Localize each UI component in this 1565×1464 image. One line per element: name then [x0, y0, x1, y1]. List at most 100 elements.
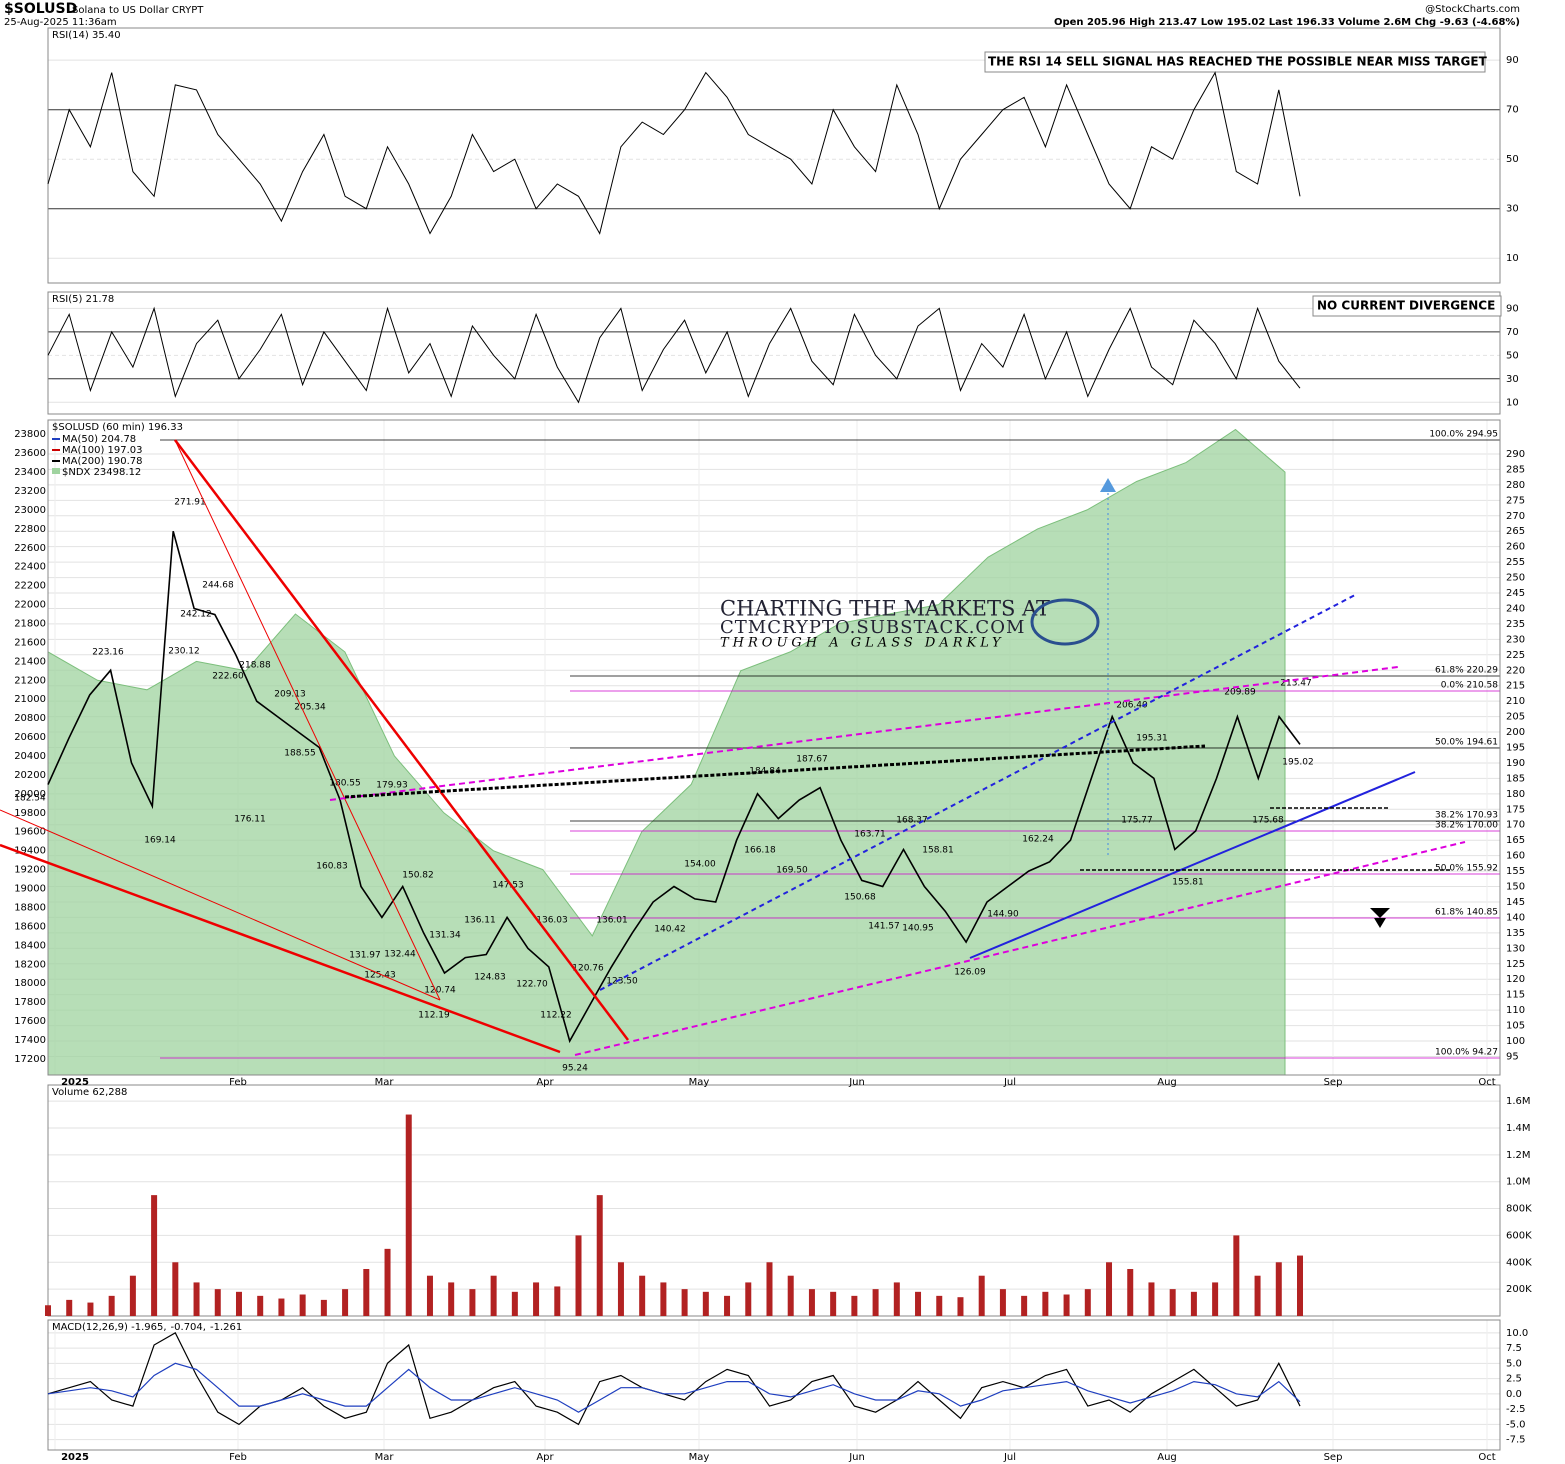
bar [129, 1275, 136, 1316]
y2-tick-label: 19200 [14, 865, 46, 876]
price-label: 242.12 [180, 610, 212, 620]
y-tick-label: 800K [1506, 1204, 1532, 1215]
bar [724, 1295, 731, 1316]
price-label: 131.34 [429, 931, 461, 941]
y-tick-label: 50 [1506, 350, 1519, 361]
bar [617, 1262, 624, 1316]
x-tick-label: May [689, 1077, 710, 1088]
trendline [0, 843, 561, 1054]
y2-tick-label: 22600 [14, 543, 46, 554]
watermark: THROUGH A GLASS DARKLY [720, 636, 1005, 651]
bar [1084, 1289, 1091, 1316]
line [47, 1331, 1301, 1426]
legend-label: MA(100) 197.03 [62, 445, 143, 456]
y2-tick-label: 20800 [14, 713, 46, 724]
x-tick-label: Feb [229, 1077, 247, 1088]
y-tick-label: 240 [1506, 603, 1525, 614]
price-label: 169.14 [144, 836, 176, 846]
note-box [1312, 295, 1502, 317]
fib-label: 100.0% 294.95 [1429, 430, 1498, 440]
y-tick-label: 280 [1506, 480, 1525, 491]
bar [320, 1299, 327, 1316]
price-label: 150.82 [402, 871, 434, 881]
price-label: 179.93 [376, 781, 408, 791]
price-label: 158.81 [922, 846, 954, 856]
price-label: 144.90 [987, 910, 1019, 920]
y-tick-label: 2.5 [1506, 1374, 1522, 1385]
y2-tick-label: 22800 [14, 524, 46, 535]
watermark: CHARTING THE MARKETS AT [720, 597, 1050, 621]
y-tick-label: 150 [1506, 882, 1525, 893]
arrow [1100, 478, 1116, 492]
panel-title: $SOLUSD (60 min) 196.33 [52, 422, 183, 433]
bar [448, 1282, 455, 1316]
price-label: 182.54 [14, 794, 46, 804]
bar [87, 1302, 94, 1316]
bar [915, 1291, 922, 1316]
price-label: 244.68 [202, 581, 234, 591]
y-tick-label: 1.2M [1506, 1150, 1531, 1161]
price-label: 223.16 [92, 648, 124, 658]
bar [257, 1295, 264, 1316]
bar [1169, 1289, 1176, 1316]
price-label: 160.83 [316, 862, 348, 872]
logo [1030, 598, 1100, 646]
fib-label: 0.0% 210.58 [1441, 681, 1498, 691]
bar [1212, 1282, 1219, 1316]
fib-label: 50.0% 194.61 [1435, 738, 1498, 748]
x-tick-label: Mar [375, 1077, 395, 1088]
y2-tick-label: 18400 [14, 940, 46, 951]
price-label: 176.11 [234, 815, 266, 825]
line [47, 71, 1301, 235]
legend-label: MA(200) 190.78 [62, 456, 143, 467]
bar [596, 1195, 603, 1316]
y-tick-label: 115 [1506, 990, 1525, 1001]
line [47, 1362, 1301, 1413]
y-tick-label: 400K [1506, 1257, 1532, 1268]
y-tick-label: 245 [1506, 588, 1525, 599]
y-tick-label: 600K [1506, 1230, 1532, 1241]
bar [490, 1275, 497, 1316]
x-tick-label: Feb [229, 1452, 247, 1463]
panel-title: -1.261 [210, 1322, 242, 1333]
bar [830, 1291, 837, 1316]
price-label: 218.88 [239, 661, 271, 671]
y2-tick-label: 18800 [14, 902, 46, 913]
panel-title: RSI(5) 21.78 [52, 294, 114, 305]
panel-title: -0.704, [171, 1322, 206, 1333]
y-tick-label: 200K [1506, 1284, 1532, 1295]
bar [172, 1262, 179, 1316]
price-label: 206.40 [1116, 701, 1148, 711]
price-label: 112.22 [540, 1011, 572, 1021]
fib-label: 61.8% 140.85 [1435, 908, 1498, 918]
y-tick-label: 70 [1506, 327, 1519, 338]
y-tick-label: 285 [1506, 464, 1525, 475]
y-tick-label: 0.0 [1506, 1389, 1522, 1400]
line [47, 306, 1301, 404]
y-tick-label: 190 [1506, 758, 1525, 769]
price-label: 209.89 [1224, 688, 1256, 698]
y-tick-label: 235 [1506, 619, 1525, 630]
y-tick-label: 1.4M [1506, 1123, 1531, 1134]
y-tick-label: 10 [1506, 397, 1519, 408]
bar [45, 1305, 51, 1316]
bar [660, 1282, 667, 1316]
y2-tick-label: 19800 [14, 808, 46, 819]
layer-base [47, 59, 1500, 1450]
bar [1106, 1262, 1113, 1316]
bar [1063, 1294, 1070, 1316]
y-tick-label: 230 [1506, 634, 1525, 645]
y-tick-label: 165 [1506, 835, 1525, 846]
trendline [344, 744, 1206, 799]
price-label: 175.77 [1121, 816, 1153, 826]
bar [1233, 1235, 1240, 1316]
price-label: 123.50 [606, 977, 638, 987]
x-tick-label: 2025 [61, 1077, 89, 1088]
trendline [174, 439, 629, 1041]
bar [426, 1275, 433, 1316]
y2-tick-label: 23800 [14, 429, 46, 440]
price-label: 150.68 [844, 893, 876, 903]
symbol: $SOLUSD [4, 1, 77, 17]
bar [1254, 1275, 1261, 1316]
price-label: 163.71 [854, 830, 886, 840]
